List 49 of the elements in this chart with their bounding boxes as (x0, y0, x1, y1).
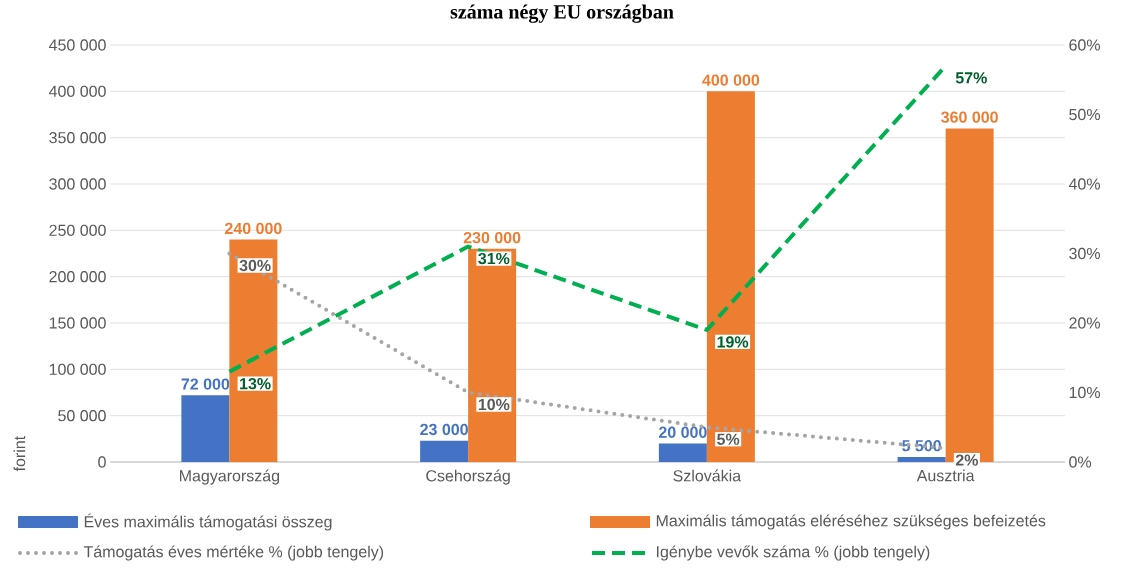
y-tick-label: 350 000 (49, 132, 106, 144)
y-tick-label: 200 000 (49, 271, 106, 283)
data-label: 57% (955, 72, 987, 84)
y-tick-label: 450 000 (48, 39, 106, 51)
y2-tick-label: 40% (1068, 178, 1100, 190)
data-label: 19% (717, 336, 749, 348)
data-label: 360 000 (941, 111, 998, 123)
data-label: 72 000 (181, 378, 230, 390)
x-tick-label: Csehország (426, 469, 510, 485)
y-tick-label: 150 000 (49, 317, 106, 329)
legend-label: Maximális támogatás eléréséhez szükséges befeizetés (656, 514, 1046, 530)
bar (229, 239, 278, 462)
y2-tick-label: 60% (1069, 39, 1100, 51)
bar (420, 440, 469, 462)
bar (706, 91, 755, 462)
y2-tick-label: 30% (1069, 247, 1100, 260)
y-tick-label: 250 000 (49, 224, 106, 236)
legend-label: Támogatás éves mértéke % (jobb tengely) (83, 545, 384, 561)
data-label: 13% (240, 377, 271, 390)
bar (658, 443, 707, 462)
y-tick-label: 400 000 (48, 85, 106, 97)
data-label: 240 000 (225, 222, 282, 235)
data-label: 23 000 (420, 423, 468, 436)
y-tick-label: 50 000 (58, 410, 106, 422)
bar (468, 248, 517, 462)
bar (897, 456, 946, 462)
data-label: 400 000 (702, 74, 760, 86)
y2-tick-label: 50% (1069, 108, 1100, 121)
y2-tick-label: 0% (1069, 456, 1092, 468)
data-label: 20 000 (658, 426, 707, 438)
bar (181, 395, 230, 462)
y-tick-label: 100 000 (49, 363, 106, 375)
x-tick-label: Szlovákia (673, 469, 742, 482)
legend-label: Éves maximális támogatási összeg (84, 513, 332, 531)
data-label: 5% (717, 433, 740, 445)
data-label: 230 000 (463, 231, 521, 244)
data-label: 10% (478, 398, 510, 411)
x-tick-label: Magyarország (180, 469, 280, 485)
y-tick-label: 300 000 (49, 178, 106, 190)
legend-label: Igénybe vevők száma % (jobb tengely) (657, 545, 930, 561)
y2-tick-label: 20% (1069, 317, 1100, 329)
data-label: 2% (955, 454, 979, 466)
chart-title: száma négy EU országban (450, 4, 674, 23)
y-tick-label: 0 (98, 456, 106, 468)
y2-tick-label: 10% (1069, 386, 1100, 399)
y-axis-title: forint (13, 435, 26, 472)
data-label: 31% (478, 252, 510, 265)
x-tick-label: Ausztria (916, 469, 975, 482)
data-label: 30% (239, 259, 271, 272)
